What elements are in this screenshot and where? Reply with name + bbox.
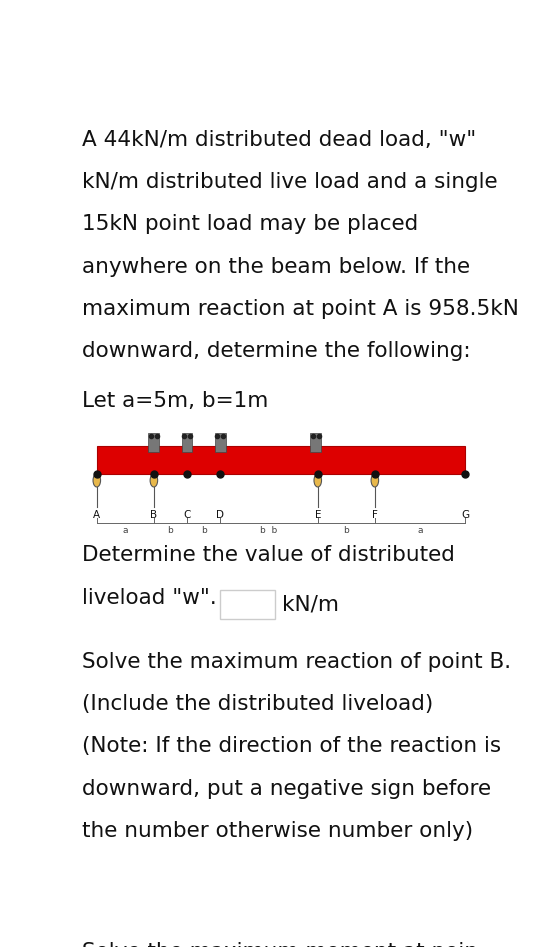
Text: A: A [93, 510, 100, 520]
Text: G: G [461, 510, 469, 520]
Text: downward, determine the following:: downward, determine the following: [82, 341, 471, 361]
Text: Solve the maximum reaction of point B.: Solve the maximum reaction of point B. [82, 652, 511, 671]
Circle shape [93, 474, 100, 487]
Text: the number otherwise number only): the number otherwise number only) [82, 821, 473, 841]
Bar [215, 433, 226, 452]
Circle shape [314, 474, 321, 487]
Text: Let a=5m, b=1m: Let a=5m, b=1m [82, 391, 268, 411]
Text: a: a [417, 526, 423, 535]
Bar [220, 590, 275, 619]
Bar [310, 433, 321, 452]
Text: maximum reaction at point A is 958.5kN: maximum reaction at point A is 958.5kN [82, 299, 519, 319]
Text: Solve the maximum moment at poin: Solve the maximum moment at poin [82, 942, 478, 947]
Text: (Note: If the direction of the reaction is: (Note: If the direction of the reaction … [82, 737, 501, 757]
Text: anywhere on the beam below. If the: anywhere on the beam below. If the [82, 257, 470, 277]
Bar [148, 433, 159, 452]
FancyBboxPatch shape [418, 933, 489, 947]
Text: B: B [150, 510, 158, 520]
Text: C: C [184, 510, 191, 520]
Text: A 44kN/m distributed dead load, "w": A 44kN/m distributed dead load, "w" [82, 130, 476, 150]
Text: b: b [201, 526, 206, 535]
Text: b: b [167, 526, 173, 535]
Text: liveload "w".: liveload "w". [82, 588, 217, 608]
Text: a: a [123, 526, 128, 535]
Circle shape [150, 474, 158, 487]
Text: E: E [314, 510, 321, 520]
Text: b: b [343, 526, 349, 535]
Text: F: F [372, 510, 378, 520]
Text: kN/m distributed live load and a single: kN/m distributed live load and a single [82, 172, 498, 192]
Bar [82, 869, 170, 913]
Circle shape [371, 474, 379, 487]
Text: 15kN point load may be placed: 15kN point load may be placed [82, 214, 418, 234]
Bar [181, 433, 192, 452]
Text: b  b: b b [260, 526, 278, 535]
Text: downward, put a negative sign before: downward, put a negative sign before [82, 778, 491, 798]
Text: kN/m: kN/m [282, 594, 339, 615]
Text: (Include the distributed liveload): (Include the distributed liveload) [82, 694, 434, 714]
Text: D: D [216, 510, 224, 520]
Bar [97, 446, 465, 474]
Text: Determine the value of distributed: Determine the value of distributed [82, 545, 455, 565]
